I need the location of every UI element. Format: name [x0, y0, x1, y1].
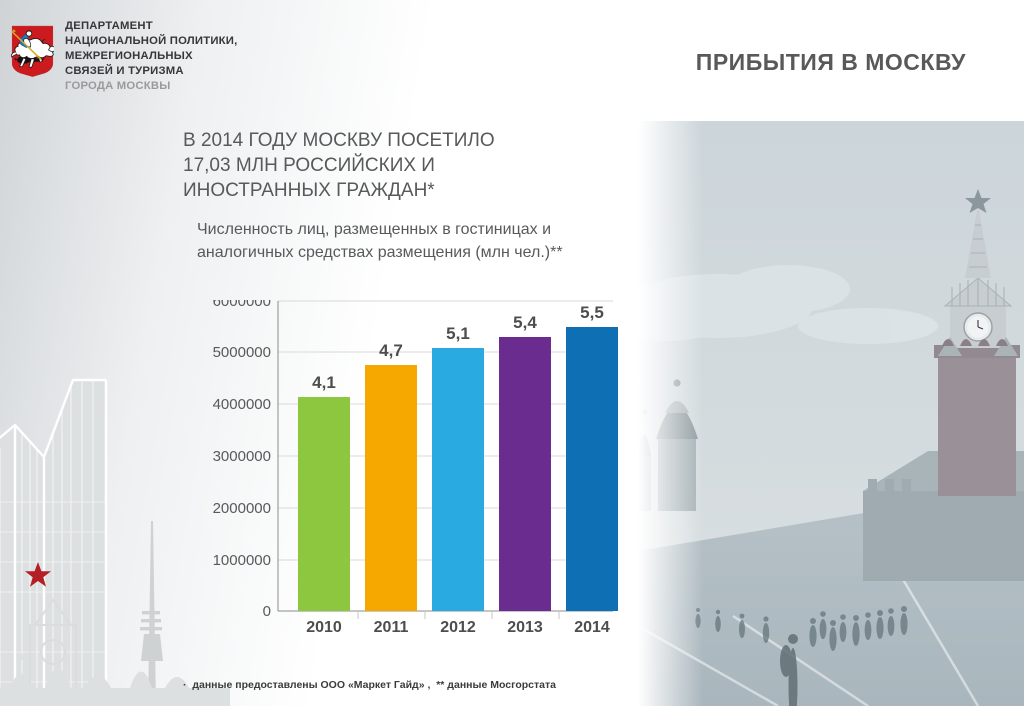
svg-text:4000000: 4000000 — [213, 396, 271, 413]
svg-text:5,1: 5,1 — [446, 324, 470, 343]
svg-text:5,4: 5,4 — [513, 313, 537, 332]
svg-text:3000000: 3000000 — [213, 448, 271, 465]
svg-text:4,7: 4,7 — [379, 341, 403, 360]
svg-text:2010: 2010 — [306, 619, 342, 636]
svg-text:2013: 2013 — [507, 619, 543, 636]
svg-text:4,1: 4,1 — [312, 373, 336, 392]
svg-text:2011: 2011 — [374, 619, 409, 636]
svg-text:2012: 2012 — [440, 619, 476, 636]
svg-text:6000000: 6000000 — [213, 300, 271, 310]
svg-text:0: 0 — [263, 603, 271, 620]
svg-text:5,5: 5,5 — [580, 303, 604, 322]
svg-text:2000000: 2000000 — [213, 500, 271, 517]
svg-text:5000000: 5000000 — [213, 344, 271, 361]
svg-text:1000000: 1000000 — [213, 552, 271, 569]
svg-text:2014: 2014 — [574, 619, 610, 636]
